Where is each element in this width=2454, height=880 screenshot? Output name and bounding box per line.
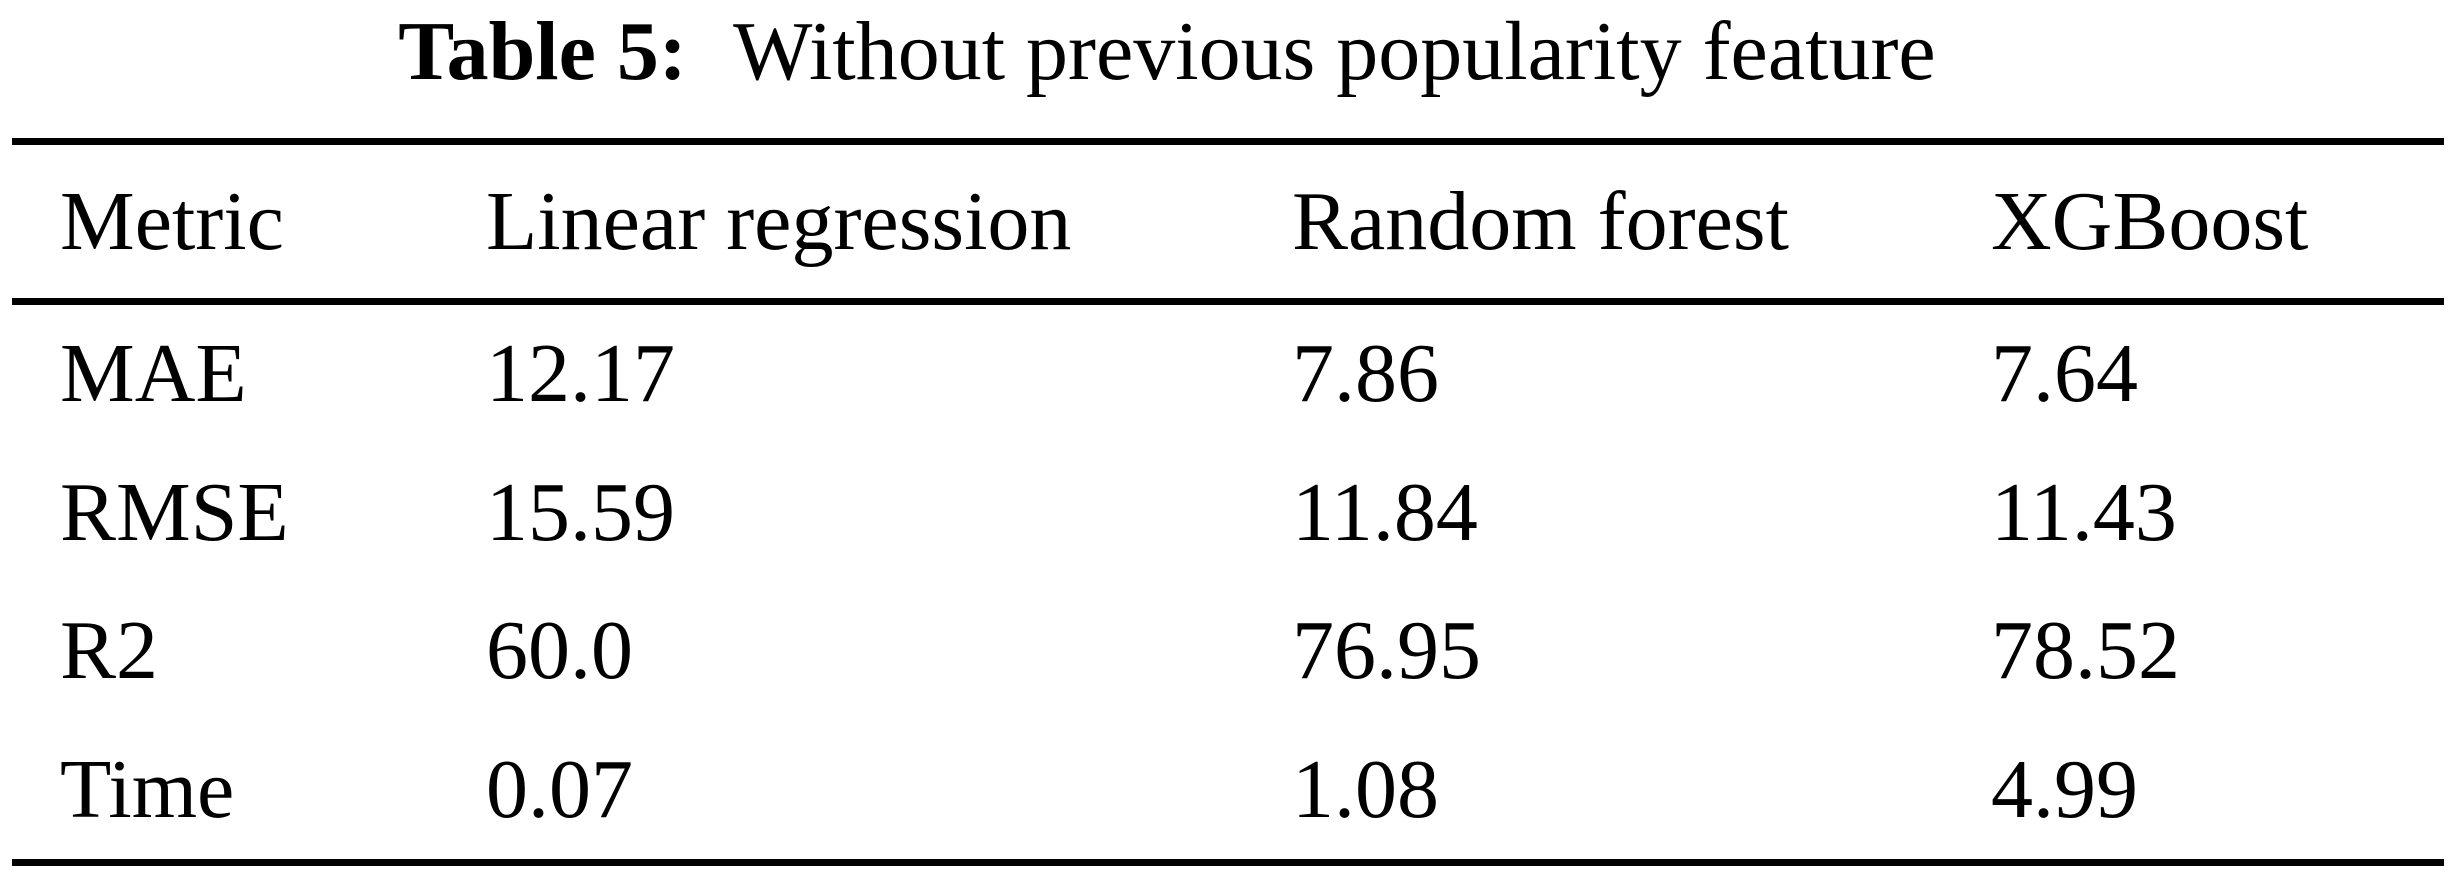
table-row-rmse: RMSE 15.59 11.84 11.43 (0, 444, 2454, 583)
table-caption: Table 5: Without previous popularity feat… (0, 4, 2334, 101)
table-bottom-rule (12, 859, 2444, 866)
table-caption-text: Without previous popularity feature (733, 5, 1936, 98)
value-cell: 7.64 (1991, 327, 2138, 421)
value-cell: 11.84 (1292, 465, 1478, 559)
table-row-mae: MAE 12.17 7.86 7.64 (0, 305, 2454, 444)
value-cell: 78.52 (1991, 604, 2180, 698)
row-label-cell: MAE (60, 327, 247, 421)
value-cell: 15.59 (486, 465, 675, 559)
row-label-cell: RMSE (60, 465, 289, 559)
value-cell: 1.08 (1292, 742, 1439, 836)
value-cell: 60.0 (486, 604, 633, 698)
row-label-cell: Time (60, 742, 235, 836)
table-row-time: Time 0.07 1.08 4.99 (0, 721, 2454, 860)
column-header-linear-regression: Linear regression (486, 174, 1072, 268)
table-top-rule (12, 138, 2444, 145)
table-header-rule (12, 298, 2444, 305)
table-header-row: Metric Linear regression Random forest X… (0, 145, 2454, 298)
value-cell: 7.86 (1292, 327, 1439, 421)
table-body: MAE 12.17 7.86 7.64 RMSE 15.59 11.84 11.… (0, 305, 2454, 859)
row-label-cell: R2 (60, 604, 159, 698)
column-header-random-forest: Random forest (1292, 174, 1789, 268)
value-cell: 76.95 (1292, 604, 1481, 698)
value-cell: 11.43 (1991, 465, 2177, 559)
table-row-r2: R2 60.0 76.95 78.52 (0, 582, 2454, 721)
value-cell: 12.17 (486, 327, 675, 421)
column-header-xgboost: XGBoost (1991, 174, 2309, 268)
table-caption-label: Table 5: (398, 5, 687, 98)
value-cell: 4.99 (1991, 742, 2138, 836)
column-header-metric: Metric (60, 174, 284, 268)
value-cell: 0.07 (486, 742, 633, 836)
